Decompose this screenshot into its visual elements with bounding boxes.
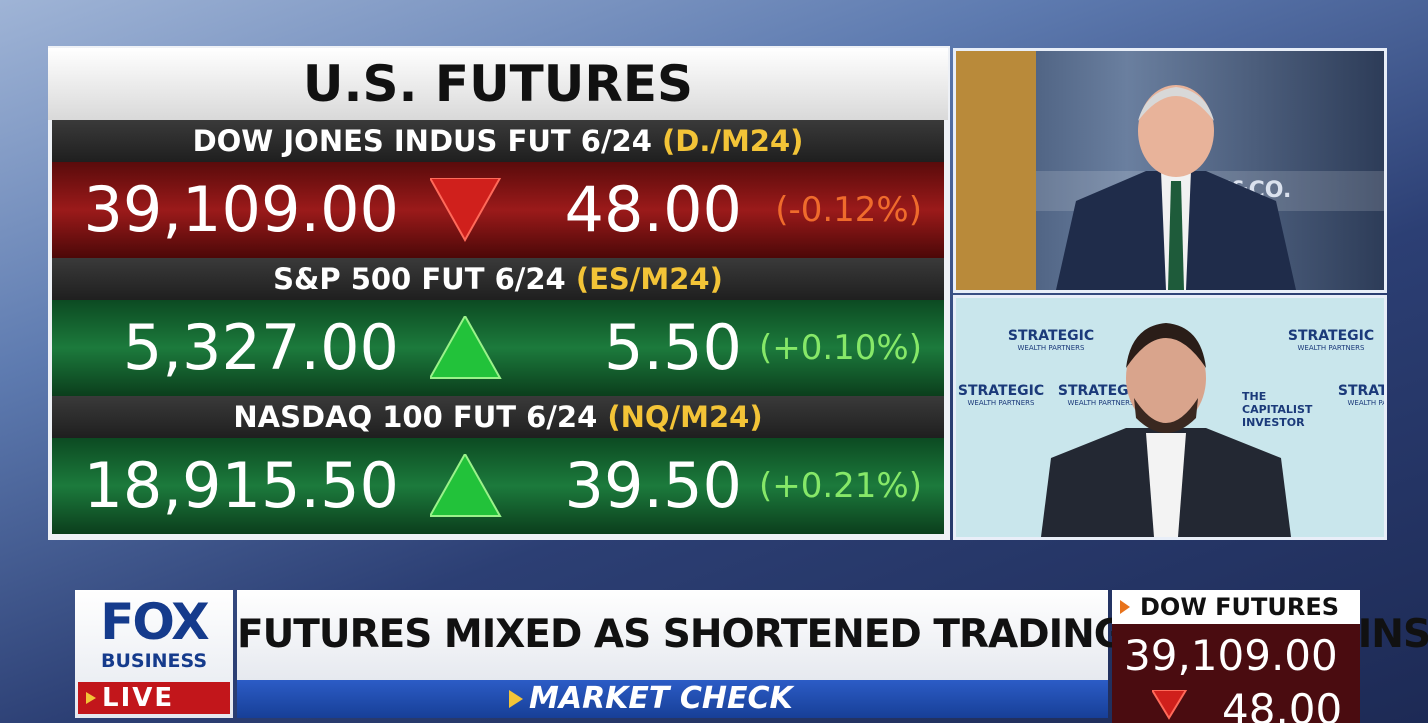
backdrop-sub: WEALTH PARTNERS — [1297, 344, 1365, 352]
ticker-arrow — [1120, 600, 1130, 614]
row-direction — [430, 178, 502, 242]
segment-arrow — [509, 690, 523, 708]
guest-video: STRATEGIC WEALTH PARTNERS STRATEGIC WEALTH … — [953, 295, 1387, 540]
segment-label: MARKET CHECK — [529, 681, 793, 716]
direction-triangle — [1152, 690, 1188, 720]
host-tie — [1168, 181, 1184, 290]
backdrop-sub: WEALTH PARTNERS — [1347, 399, 1387, 407]
studio-wall — [956, 51, 1036, 290]
live-label: LIVE — [102, 683, 175, 713]
ticker-price: 39,109.00 — [1124, 631, 1338, 680]
row-symbol: (D./M24) — [662, 124, 804, 158]
ticker-change: 48.00 — [1222, 685, 1343, 723]
host — [1056, 85, 1296, 290]
row-percent: (+0.10%) — [758, 328, 922, 368]
direction-triangle — [430, 316, 502, 379]
row-direction — [430, 454, 502, 517]
row-change: 5.50 — [603, 311, 742, 384]
backdrop-sub: WEALTH PARTNERS — [967, 399, 1035, 407]
backdrop-sub: WEALTH PARTNERS — [1067, 399, 1135, 407]
row-direction — [430, 316, 502, 379]
backdrop-brand: STRATEGIC — [1007, 328, 1095, 344]
ticker-label: DOW FUTURES — [1140, 593, 1340, 621]
row-change: 39.50 — [564, 449, 743, 522]
row-values: 39,109.00 48.00 (-0.12%) — [52, 162, 944, 258]
row-symbol: (ES/M24) — [575, 262, 723, 296]
backdrop-sub: WEALTH PARTNERS — [1017, 344, 1085, 352]
row-values: 18,915.50 39.50 (+0.21%) — [52, 438, 944, 534]
row-name: NASDAQ 100 FUT 6/24 — [233, 400, 598, 434]
segment-bar: MARKET CHECK — [237, 680, 1108, 718]
row-percent: (+0.21%) — [758, 466, 922, 506]
guest-hair — [1126, 323, 1206, 368]
board-title: U.S. FUTURES — [48, 48, 948, 120]
live-bar: LIVE — [78, 682, 230, 714]
logo-business: BUSINESS — [100, 650, 208, 672]
host-video: VARNEY&CO. — [953, 48, 1387, 293]
row-values: 5,327.00 5.50 (+0.10%) — [52, 300, 944, 396]
direction-triangle — [430, 454, 502, 517]
host-head — [1138, 85, 1214, 177]
row-name: DOW JONES INDUS FUT 6/24 — [192, 124, 652, 158]
logo-box: FOX BUSINESS LIVE — [75, 590, 233, 718]
headline: FUTURES MIXED AS SHORTENED TRADING WEEK … — [237, 590, 1428, 680]
guest — [1041, 323, 1291, 537]
backdrop-brand: STRATEGIC — [1057, 383, 1145, 399]
row-label: NASDAQ 100 FUT 6/24 (NQ/M24) — [52, 396, 944, 438]
host-hair — [1138, 87, 1214, 121]
logo-fox: FOX — [100, 593, 209, 651]
row-price: 5,327.00 — [122, 311, 399, 384]
row-percent: (-0.12%) — [775, 190, 922, 230]
backdrop-brand: STRATEGIC — [957, 383, 1045, 399]
row-change: 48.00 — [564, 173, 743, 246]
backdrop-brand: STRATEGIC — [1337, 383, 1387, 399]
ticker-direction — [1152, 690, 1188, 720]
guest-head — [1126, 328, 1206, 428]
row-name: S&P 500 FUT 6/24 — [273, 262, 566, 296]
backdrop-show: THE CAPITALIST INVESTOR — [1242, 390, 1313, 429]
backdrop-brand: STRATEGIC — [1287, 328, 1375, 344]
ticker-header: DOW FUTURES — [1112, 590, 1360, 624]
ticker-box: DOW FUTURES 39,109.00 48.00 — [1112, 590, 1360, 723]
direction-triangle — [430, 178, 502, 242]
row-label: DOW JONES INDUS FUT 6/24 (D./M24) — [52, 120, 944, 162]
row-price: 18,915.50 — [83, 449, 399, 522]
live-arrow — [86, 692, 96, 704]
row-symbol: (NQ/M24) — [607, 400, 763, 434]
row-label: S&P 500 FUT 6/24 (ES/M24) — [52, 258, 944, 300]
row-price: 39,109.00 — [83, 173, 399, 246]
guest-beard — [1134, 398, 1198, 433]
guest-shirt — [1146, 433, 1186, 537]
